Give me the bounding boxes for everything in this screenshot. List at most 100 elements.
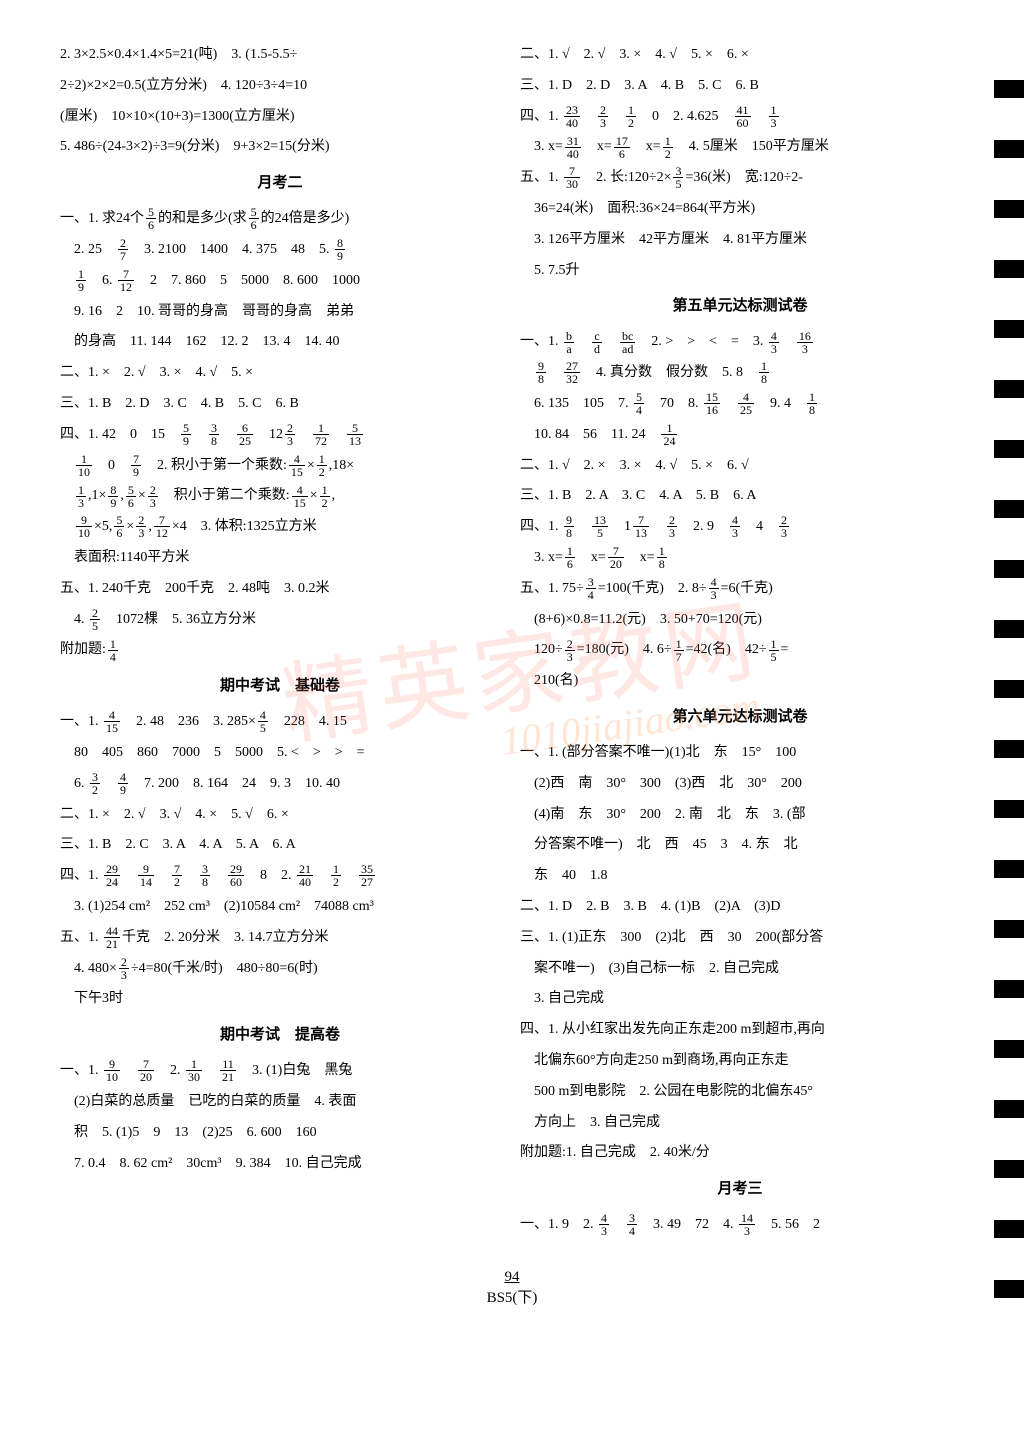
answer-line: 3. 自己完成 (520, 984, 960, 1015)
tab-mark (994, 560, 1024, 578)
heading-monthly3: 月考三 (520, 1173, 960, 1206)
right-column: 二、1. √ 2. √ 3. × 4. √ 5. × 6. ×三、1. D 2.… (520, 40, 960, 1241)
sec-monthly3: 一、1. 9 2. 43 34 3. 49 72 4. 143 5. 56 2 (520, 1210, 960, 1241)
answer-line: 7. 0.4 8. 62 cm² 30cm³ 9. 384 10. 自己完成 (60, 1149, 500, 1180)
tab-mark (994, 200, 1024, 218)
answer-line: 二、1. √ 2. × 3. × 4. √ 5. × 6. √ (520, 451, 960, 482)
heading-mid-basic: 期中考试 基础卷 (60, 670, 500, 703)
answer-line: 三、1. B 2. A 3. C 4. A 5. B 6. A (520, 481, 960, 512)
answer-line: 分答案不唯一) 北 西 45 3 4. 东 北 (520, 830, 960, 861)
answer-line: 3. x=16 x=720 x=18 (520, 543, 960, 574)
answer-line: 一、1. 求24个56的和是多少(求56的24倍是多少) (60, 204, 500, 235)
answer-line: 一、1. 910 720 2. 130 1121 3. (1)白兔 黑兔 (60, 1056, 500, 1087)
answer-line: 的身高 11. 144 162 12. 2 13. 4 14. 40 (60, 327, 500, 358)
answer-line: 方向上 3. 自己完成 (520, 1108, 960, 1139)
answer-line: 积 5. (1)5 9 13 (2)25 6. 600 160 (60, 1118, 500, 1149)
edge-tabs (994, 80, 1024, 1340)
tab-mark (994, 380, 1024, 398)
tab-mark (994, 320, 1024, 338)
sec-mid-basic: 一、1. 415 2. 48 236 3. 285×45 228 4. 15 8… (60, 707, 500, 1015)
answer-line: 6. 135 105 7. 54 70 8. 1516 425 9. 4 18 (520, 389, 960, 420)
answer-line: 二、1. D 2. B 3. B 4. (1)B (2)A (3)D (520, 892, 960, 923)
answer-line: 3. 126平方厘米 42平方厘米 4. 81平方厘米 (520, 225, 960, 256)
answer-line: 3. x=3140 x=176 x=12 4. 5厘米 150平方厘米 (520, 132, 960, 163)
tab-mark (994, 740, 1024, 758)
answer-line: 下午3时 (60, 984, 500, 1015)
answer-line: 五、1. 240千克 200千克 2. 48吨 3. 0.2米 (60, 574, 500, 605)
answer-line: (2)西 南 30° 300 (3)西 北 30° 200 (520, 769, 960, 800)
answer-line: 一、1. ba cd bcad 2. > > < = 3. 43 163 (520, 327, 960, 358)
answer-line: 三、1. D 2. D 3. A 4. B 5. C 6. B (520, 71, 960, 102)
answer-line: 一、1. 415 2. 48 236 3. 285×45 228 4. 15 (60, 707, 500, 738)
answer-line: 10. 84 56 11. 24 124 (520, 420, 960, 451)
heading-mid-adv: 期中考试 提高卷 (60, 1019, 500, 1052)
answer-line: 附加题:14 (60, 635, 500, 666)
answer-line: 6. 32 49 7. 200 8. 164 24 9. 3 10. 40 (60, 769, 500, 800)
answer-line: 二、1. × 2. √ 3. × 4. √ 5. × (60, 358, 500, 389)
tab-mark (994, 800, 1024, 818)
tab-mark (994, 1100, 1024, 1118)
answer-line: 四、1. 2340 23 12 0 2. 4.625 4160 13 (520, 102, 960, 133)
answer-line: 北偏东60°方向走250 m到商场,再向正东走 (520, 1046, 960, 1077)
answer-line: 2÷2)×2×2=0.5(立方分米) 4. 120÷3÷4=10 (60, 71, 500, 102)
book-code: BS5(下) (487, 1290, 538, 1306)
page-number: 94 (505, 1269, 520, 1285)
tab-mark (994, 680, 1024, 698)
sec-mid-adv: 一、1. 910 720 2. 130 1121 3. (1)白兔 黑兔 (2)… (60, 1056, 500, 1179)
left-column: 2. 3×2.5×0.4×1.4×5=21(吨) 3. (1.5-5.5÷2÷2… (60, 40, 500, 1241)
heading-unit6: 第六单元达标测试卷 (520, 701, 960, 734)
answer-line: 表面积:1140平方米 (60, 543, 500, 574)
tab-mark (994, 80, 1024, 98)
answer-line: 5. 7.5升 (520, 256, 960, 287)
sec-monthly2: 一、1. 求24个56的和是多少(求56的24倍是多少) 2. 25 27 3.… (60, 204, 500, 666)
answer-line: 二、1. × 2. √ 3. √ 4. × 5. √ 6. × (60, 800, 500, 831)
answer-line: 四、1. 98 135 1713 23 2. 9 43 4 23 (520, 512, 960, 543)
answer-line: 120÷23=180(元) 4. 6÷17=42(名) 42÷15= (520, 635, 960, 666)
tab-mark (994, 860, 1024, 878)
tab-mark (994, 920, 1024, 938)
answer-line: 三、1. B 2. D 3. C 4. B 5. C 6. B (60, 389, 500, 420)
tab-mark (994, 260, 1024, 278)
answer-line: 四、1. 2924 914 72 38 2960 8 2. 2140 12 35… (60, 861, 500, 892)
answer-line: 2. 25 27 3. 2100 1400 4. 375 48 5. 89 (60, 235, 500, 266)
tab-mark (994, 980, 1024, 998)
answer-line: 四、1. 42 0 15 59 38 625 1223 172 513 (60, 420, 500, 451)
answer-line: 案不唯一) (3)自己标一标 2. 自己完成 (520, 954, 960, 985)
answer-page: 2. 3×2.5×0.4×1.4×5=21(吨) 3. (1.5-5.5÷2÷2… (0, 0, 1024, 1261)
answer-line: 一、1. 9 2. 43 34 3. 49 72 4. 143 5. 56 2 (520, 1210, 960, 1241)
pre-block: 2. 3×2.5×0.4×1.4×5=21(吨) 3. (1.5-5.5÷2÷2… (60, 40, 500, 163)
answer-line: (厘米) 10×10×(10+3)=1300(立方厘米) (60, 102, 500, 133)
answer-line: 80 405 860 7000 5 5000 5. < > > = (60, 738, 500, 769)
answer-line: 4. 25 1072棵 5. 36立方分米 (60, 605, 500, 636)
answer-line: 五、1. 75÷34=100(千克) 2. 8÷43=6(千克) (520, 574, 960, 605)
answer-line: 附加题:1. 自己完成 2. 40米/分 (520, 1138, 960, 1169)
answer-line: 19 6. 712 2 7. 860 5 5000 8. 600 1000 (60, 266, 500, 297)
heading-monthly2: 月考二 (60, 167, 500, 200)
answer-line: 2. 3×2.5×0.4×1.4×5=21(吨) 3. (1.5-5.5÷ (60, 40, 500, 71)
answer-line: (4)南 东 30° 200 2. 南 北 东 3. (部 (520, 800, 960, 831)
tab-mark (994, 440, 1024, 458)
tab-mark (994, 140, 1024, 158)
answer-line: 5. 486÷(24-3×2)÷3=9(分米) 9+3×2=15(分米) (60, 132, 500, 163)
answer-line: 东 40 1.8 (520, 861, 960, 892)
answer-line: 110 0 79 2. 积小于第一个乘数:415×12,18× (60, 451, 500, 482)
answer-line: 五、1. 730 2. 长:120÷2×35=36(米) 宽:120÷2- (520, 163, 960, 194)
tab-mark (994, 1280, 1024, 1298)
answer-line: 4. 480×23÷4=80(千米/时) 480÷80=6(时) (60, 954, 500, 985)
answer-line: 9. 16 2 10. 哥哥的身高 哥哥的身高 弟弟 (60, 297, 500, 328)
answer-line: 210(名) (520, 666, 960, 697)
tab-mark (994, 1040, 1024, 1058)
answer-line: 五、1. 4421千克 2. 20分米 3. 14.7立方分米 (60, 923, 500, 954)
answer-line: 500 m到电影院 2. 公园在电影院的北偏东45° (520, 1077, 960, 1108)
answer-line: (2)白菜的总质量 已吃的白菜的质量 4. 表面 (60, 1087, 500, 1118)
answer-line: 3. (1)254 cm² 252 cm³ (2)10584 cm² 74088… (60, 892, 500, 923)
heading-unit5: 第五单元达标测试卷 (520, 290, 960, 323)
sec-unit6: 一、1. (部分答案不唯一)(1)北 东 15° 100 (2)西 南 30° … (520, 738, 960, 1169)
tab-mark (994, 620, 1024, 638)
answer-line: 一、1. (部分答案不唯一)(1)北 东 15° 100 (520, 738, 960, 769)
answer-line: 98 2732 4. 真分数 假分数 5. 8 18 (520, 358, 960, 389)
answer-line: 910×5,56×23,712×4 3. 体积:1325立方米 (60, 512, 500, 543)
answer-line: 二、1. √ 2. √ 3. × 4. √ 5. × 6. × (520, 40, 960, 71)
tab-mark (994, 1220, 1024, 1238)
tab-mark (994, 1160, 1024, 1178)
